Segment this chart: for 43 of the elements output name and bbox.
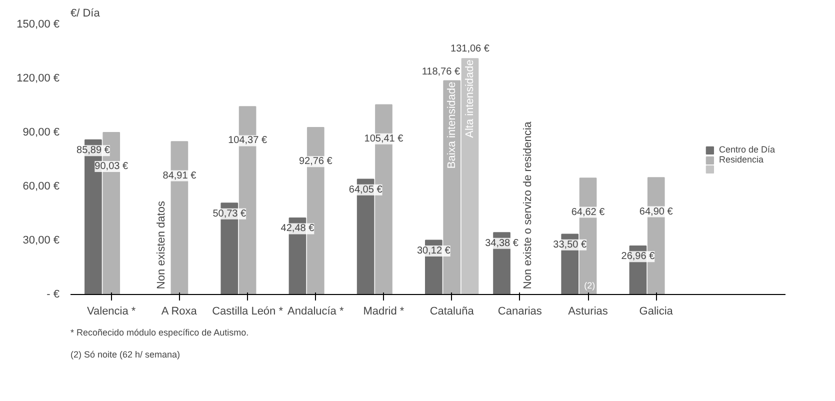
y-tick-label: 30,00 €	[22, 234, 60, 246]
data-label: 85,89 €	[76, 145, 110, 156]
annotation: Non existen datos	[155, 200, 168, 290]
x-tick-label: A Roxa	[161, 306, 198, 318]
x-tick-label: Castilla León *	[212, 306, 284, 318]
data-label: 118,76 €	[422, 66, 460, 78]
y-tick-label: 150,00 €	[16, 18, 60, 30]
data-label: 64,90 €	[639, 206, 674, 218]
data-label: 34,38 €	[485, 238, 519, 249]
data-label: 50,73 €	[212, 208, 247, 220]
annotation: Alta intensidade	[464, 60, 476, 138]
data-label: 92,76 €	[298, 156, 333, 168]
data-label: 64,05 €	[348, 184, 383, 196]
y-tick-label: 120,00 €	[16, 72, 60, 84]
data-label: 105,41 €	[364, 133, 404, 144]
data-label: 33,50 €	[553, 239, 587, 250]
y-tick-label: 90,00 €	[22, 126, 60, 138]
annotation: Non existe o servizo de residencia	[522, 120, 534, 290]
y-tick-label: - €	[46, 288, 60, 300]
data-label: 90,03 €	[94, 161, 128, 172]
data-label: 131,06 €	[450, 44, 490, 55]
annotation: (2)	[584, 280, 596, 290]
data-label: 26,96 €	[621, 251, 656, 262]
text: * Recoñecido módulo específico de Autismo.	[70, 328, 249, 338]
legend-label: Residencia	[718, 154, 764, 164]
x-tick-label: Madrid *	[363, 306, 405, 318]
y-tick-label: 60,00 €	[22, 180, 60, 192]
data-label: 30,12 €	[416, 245, 451, 256]
text: (2) Só noite (62 h/ semana)	[70, 350, 180, 360]
x-tick-label: Asturias	[568, 306, 608, 318]
x-tick-label: Andalucía *	[288, 306, 344, 318]
x-tick-label: Valencia *	[87, 306, 136, 318]
bar	[461, 58, 479, 294]
data-label: 64,62 €	[571, 206, 606, 218]
legend-label: Centro de Día	[718, 144, 775, 154]
x-tick-label: Canarias	[498, 306, 542, 318]
data-label: 42,48 €	[280, 223, 315, 234]
x-tick-label: Galicia	[639, 306, 674, 318]
annotation: Baixa intensidade	[446, 82, 458, 169]
y-axis-title: €/ Día	[70, 8, 101, 20]
x-tick-label: Cataluña	[430, 306, 475, 318]
data-label: 84,91 €	[162, 170, 197, 182]
data-label: 104,37 €	[228, 135, 268, 146]
